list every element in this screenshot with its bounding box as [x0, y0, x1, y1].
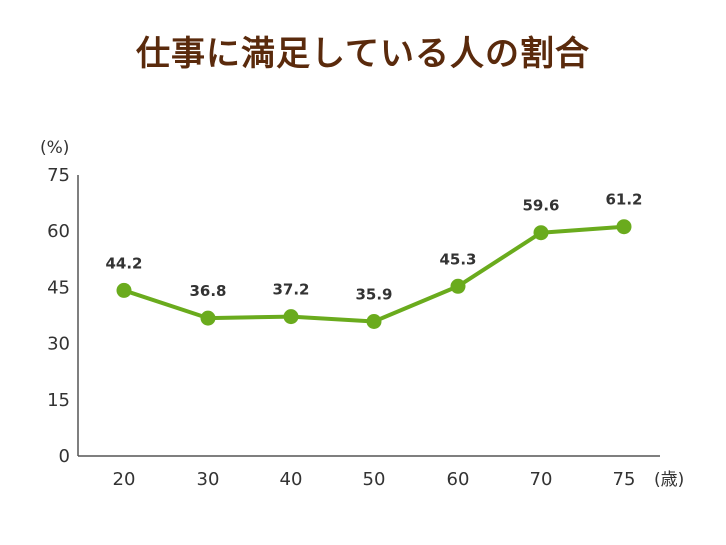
- x-axis-unit-label: (歳): [654, 470, 684, 490]
- x-tick-label: 20: [113, 469, 136, 490]
- x-tick-label: 50: [363, 469, 386, 490]
- tick-labels: 0 15 30 45 60 75 20 30 40 50 60 70 75: [47, 165, 635, 490]
- x-tick-label: 70: [530, 469, 553, 490]
- x-tick-label: 40: [280, 469, 303, 490]
- x-tick-label: 30: [197, 469, 220, 490]
- x-tick-label: 60: [447, 469, 470, 490]
- data-label: 37.2: [272, 281, 309, 299]
- data-label: 45.3: [439, 250, 476, 268]
- y-tick-label: 60: [47, 221, 70, 242]
- y-tick-label: 30: [47, 334, 70, 355]
- data-point: [450, 278, 466, 294]
- y-tick-label: 45: [47, 277, 70, 298]
- series: [116, 219, 632, 329]
- data-labels: 44.2 36.8 37.2 35.9 45.3 59.6 61.2: [105, 191, 642, 304]
- data-point: [366, 313, 382, 329]
- data-point: [283, 309, 299, 325]
- y-tick-label: 15: [47, 390, 70, 411]
- data-label: 59.6: [522, 197, 559, 215]
- x-tick-label: 75: [613, 469, 636, 490]
- data-label: 35.9: [355, 285, 392, 303]
- chart-title: 仕事に満足している人の割合: [136, 34, 590, 74]
- data-point: [533, 225, 549, 241]
- data-label: 61.2: [605, 191, 642, 209]
- y-tick-label: 0: [59, 446, 70, 467]
- data-point: [200, 310, 216, 326]
- series-line: [122, 224, 626, 324]
- data-label: 44.2: [105, 254, 142, 272]
- data-label: 36.8: [189, 282, 226, 300]
- axes: [77, 175, 660, 457]
- data-point: [116, 282, 132, 298]
- data-point: [616, 219, 632, 235]
- y-axis-unit-label: (%): [40, 138, 69, 158]
- y-tick-label: 75: [47, 165, 70, 186]
